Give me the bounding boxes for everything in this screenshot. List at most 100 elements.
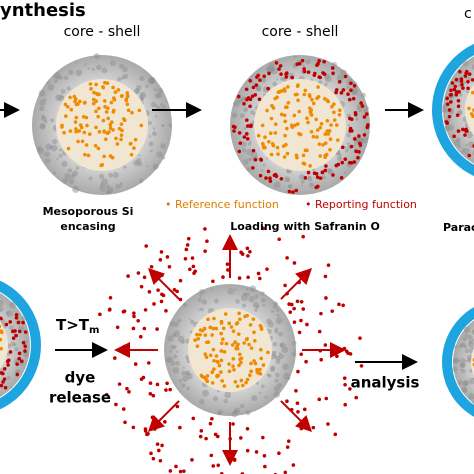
reporting-dot [16, 320, 21, 325]
reporting-dot [460, 82, 464, 87]
pore [454, 140, 461, 147]
reporting-dot [343, 157, 348, 161]
reference-dot [114, 136, 118, 141]
pore [91, 68, 95, 72]
reporting-dot [449, 88, 453, 93]
reporting-dot [258, 78, 262, 82]
pore [213, 298, 219, 304]
released-dot [160, 273, 164, 277]
reference-dot [296, 83, 300, 87]
released-dot [231, 422, 235, 426]
reporting-dot [349, 144, 354, 149]
reporting-dot [456, 104, 461, 109]
reporting-dot [0, 316, 3, 321]
pore [166, 356, 174, 364]
pore [261, 169, 264, 172]
pore [161, 104, 166, 109]
reference-dot [120, 93, 124, 98]
condition-text: T>T [56, 316, 90, 334]
reporting-dot [454, 92, 459, 97]
pore [227, 288, 235, 295]
pore [156, 151, 163, 158]
pore [235, 299, 240, 304]
pore [109, 60, 116, 66]
pore [466, 131, 473, 139]
reporting-dot [357, 134, 361, 138]
pore [199, 289, 205, 295]
reference-dot [0, 329, 4, 333]
released-dot [144, 244, 149, 248]
reference-dot [105, 131, 110, 135]
pore [300, 179, 305, 184]
reporting-dot [13, 329, 17, 333]
pore [36, 146, 42, 151]
pore [360, 92, 366, 98]
reference-dot [133, 137, 138, 142]
reference-dot [306, 120, 310, 125]
pore [457, 144, 462, 148]
reference-dot [125, 91, 130, 95]
reference-dot [128, 141, 133, 146]
pore [67, 168, 73, 173]
pore [46, 81, 50, 85]
released-dot [302, 407, 307, 412]
reference-dot [317, 142, 322, 146]
reference-dot [237, 363, 241, 368]
pore [39, 105, 45, 111]
pore [271, 309, 275, 313]
released-dot [317, 397, 322, 402]
coating [432, 43, 474, 177]
reporting-dot [448, 93, 453, 97]
reference-dot [319, 121, 324, 126]
reporting-dot [20, 359, 24, 364]
reporting-dot [318, 176, 323, 180]
pore [148, 77, 156, 85]
pore [468, 377, 474, 385]
reference-dot [323, 132, 328, 137]
released-dot [104, 392, 109, 397]
reference-dot [94, 109, 98, 114]
reporting-dot [291, 190, 295, 194]
pore [9, 301, 16, 309]
pore [172, 333, 177, 338]
pore [293, 55, 298, 59]
pore [239, 113, 245, 119]
reference-dot [318, 154, 323, 158]
reference-dot [112, 96, 116, 100]
pore [464, 348, 470, 354]
arrow [280, 267, 313, 300]
reference-dot [208, 325, 213, 330]
released-dot [301, 307, 306, 311]
pore [344, 146, 347, 149]
released-dot [285, 256, 289, 260]
reference-dot [244, 380, 248, 385]
pore [84, 63, 87, 66]
released-dot [301, 234, 305, 239]
core [471, 348, 474, 376]
pore [186, 386, 190, 391]
reporting-dot [452, 134, 456, 139]
pore [182, 375, 189, 382]
reference-dot [119, 137, 123, 142]
reference-dot [337, 112, 342, 117]
reference-dot [269, 116, 274, 121]
reference-dot [208, 353, 213, 358]
reference-dot [297, 131, 301, 136]
reporting-dot [467, 153, 472, 158]
reporting-dot [6, 358, 11, 363]
pore [258, 391, 262, 395]
released-dot [122, 344, 127, 349]
reporting-dot [316, 184, 320, 189]
pore [14, 346, 19, 352]
reporting-dot [356, 155, 360, 160]
pore [277, 383, 282, 388]
released-dot [190, 458, 194, 462]
reference-dot [325, 119, 330, 123]
pore [59, 148, 63, 152]
pore [50, 118, 55, 123]
reference-dot [220, 341, 224, 346]
reporting-dot [249, 124, 253, 129]
pore [336, 74, 344, 82]
legend-item: • Reference function [165, 198, 279, 211]
reference-dot [216, 360, 220, 364]
